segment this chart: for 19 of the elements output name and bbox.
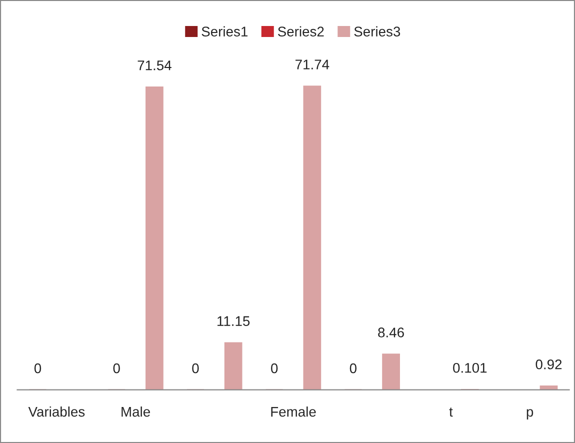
data-label: 0 xyxy=(271,363,278,374)
data-label: 8.46 xyxy=(378,328,404,338)
data-label: 0 xyxy=(34,363,42,374)
data-label: 0 xyxy=(350,363,356,374)
x-tick-label: Male xyxy=(122,406,150,417)
data-label: 0.101 xyxy=(453,362,487,373)
legend-label: Series3 xyxy=(354,26,400,36)
data-label: 0.92 xyxy=(536,359,562,370)
legend-label: Series2 xyxy=(278,26,324,36)
data-label: 71.54 xyxy=(138,60,172,70)
data-label: 0 xyxy=(113,363,120,374)
x-tick-label: p xyxy=(526,409,534,420)
x-tick-label: Female xyxy=(271,406,316,417)
data-label: 0 xyxy=(192,363,199,374)
legend-label: Series1 xyxy=(202,26,248,36)
x-tick-label: t xyxy=(449,408,453,417)
x-tick-label: Variables xyxy=(28,406,85,417)
data-label: 71.74 xyxy=(296,60,330,70)
data-label: 11.15 xyxy=(218,316,250,326)
